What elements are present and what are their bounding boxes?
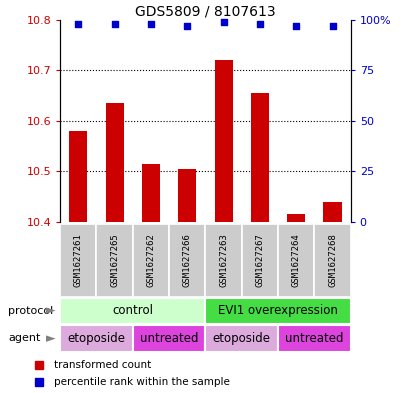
Text: control: control (112, 304, 153, 318)
Bar (278, 325, 351, 352)
Text: transformed count: transformed count (54, 360, 151, 370)
Text: agent: agent (8, 333, 41, 343)
Point (148, 20, 154, 27)
Bar (205, 325, 278, 352)
Bar (205, 224, 242, 297)
Text: untreated: untreated (140, 332, 198, 345)
Bar (169, 224, 205, 297)
Text: GSM1627266: GSM1627266 (183, 233, 192, 287)
Point (111, 20, 118, 27)
Text: GSM1627263: GSM1627263 (219, 233, 228, 287)
Bar (287, 215, 305, 222)
Text: ►: ► (46, 304, 56, 318)
Text: GSM1627262: GSM1627262 (146, 233, 156, 287)
Text: GSM1627267: GSM1627267 (255, 233, 264, 287)
Bar (323, 202, 342, 222)
Bar (133, 224, 169, 297)
Bar (69, 131, 88, 222)
Title: GDS5809 / 8107613: GDS5809 / 8107613 (135, 4, 276, 18)
Point (220, 18, 227, 25)
Bar (278, 224, 315, 297)
Bar (215, 60, 233, 222)
Point (329, 22, 336, 29)
Bar (251, 93, 269, 222)
Text: percentile rank within the sample: percentile rank within the sample (54, 377, 230, 387)
Bar (178, 169, 196, 222)
Point (184, 22, 190, 29)
Text: GSM1627261: GSM1627261 (74, 233, 83, 287)
Text: untreated: untreated (285, 332, 344, 345)
Text: etoposide: etoposide (213, 332, 271, 345)
Point (75, 20, 82, 27)
Text: GSM1627265: GSM1627265 (110, 233, 119, 287)
Text: GSM1627264: GSM1627264 (292, 233, 301, 287)
Point (293, 22, 300, 29)
Bar (133, 325, 205, 352)
Text: GSM1627268: GSM1627268 (328, 233, 337, 287)
Text: EVI1 overexpression: EVI1 overexpression (218, 304, 338, 318)
Text: ►: ► (46, 332, 56, 345)
Bar (60, 298, 205, 324)
Bar (242, 224, 278, 297)
Text: etoposide: etoposide (68, 332, 125, 345)
Bar (205, 298, 351, 324)
Bar (315, 224, 351, 297)
Bar (105, 103, 124, 222)
Bar (60, 325, 133, 352)
Text: protocol: protocol (8, 306, 54, 316)
Bar (60, 224, 96, 297)
Bar (142, 164, 160, 222)
Bar (96, 224, 133, 297)
Point (256, 20, 263, 27)
